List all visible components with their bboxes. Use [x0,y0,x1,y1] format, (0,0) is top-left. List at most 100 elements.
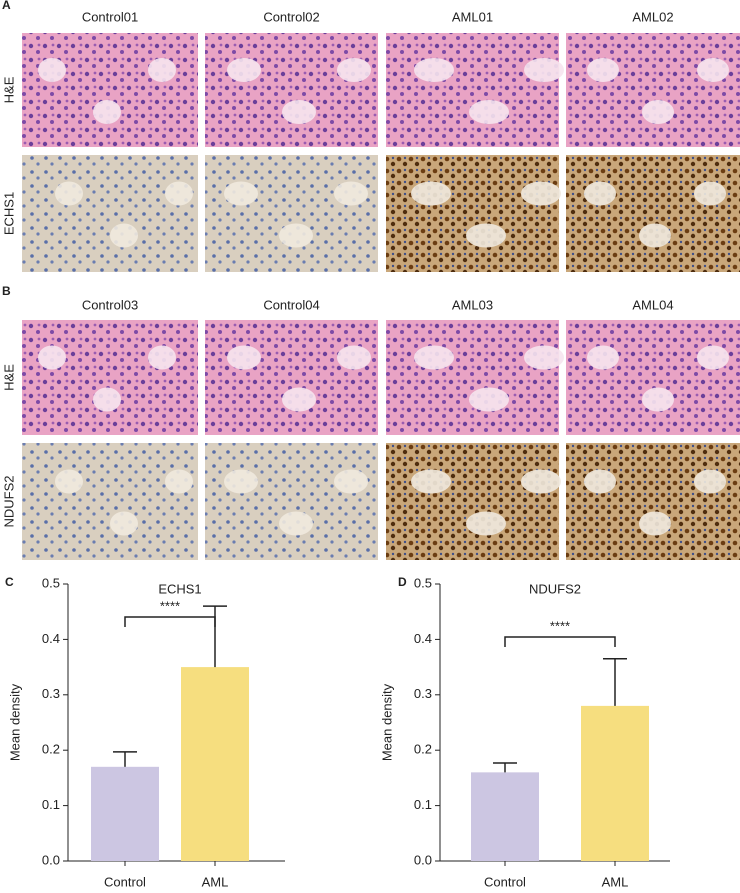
fat-vacuole [337,345,371,370]
bar [471,772,539,861]
y-tick-label: 0.1 [414,797,432,812]
panel-label: B [2,284,11,298]
fat-vacuole [227,345,261,370]
chart-title: ECHS1 [158,581,201,596]
fat-vacuole [337,58,371,82]
y-tick-label: 0.2 [42,742,60,757]
micrograph [566,320,740,435]
micrograph [566,443,740,560]
y-tick-label: 0.1 [42,797,60,812]
fat-vacuole [524,58,564,82]
fat-vacuole [584,469,616,494]
fat-vacuole [55,469,83,494]
fat-vacuole [414,345,454,370]
fat-vacuole [227,58,261,82]
y-axis-label: Mean density [379,683,394,761]
y-tick-label: 0.5 [42,575,60,590]
column-label: AML01 [452,9,493,24]
fat-vacuole [282,387,316,412]
micrograph [566,33,740,147]
fat-vacuole [587,345,619,370]
x-tick-label: Control [484,874,526,889]
fat-vacuole [38,345,66,370]
significance-label: **** [550,618,570,633]
fat-vacuole [469,387,509,412]
panel-label: D [398,575,407,589]
x-tick-label: Control [104,874,146,889]
row-label: H&E [1,76,16,103]
fat-vacuole [694,181,726,206]
column-label: AML04 [632,297,673,312]
fat-vacuole [334,469,368,494]
column-label: Control04 [263,297,319,312]
bar [181,667,249,861]
fat-vacuole [110,223,138,248]
fat-vacuole [93,100,121,124]
micrograph [566,155,740,272]
column-label: Control03 [82,297,138,312]
micrograph [22,320,198,435]
column-label: AML03 [452,297,493,312]
fat-vacuole [165,181,193,206]
fat-vacuole [279,223,313,248]
fat-vacuole [93,387,121,412]
fat-vacuole [411,181,451,206]
fat-vacuole [110,511,138,536]
y-tick-label: 0.3 [42,686,60,701]
fat-vacuole [38,58,66,82]
fat-vacuole [469,100,509,124]
column-label: Control02 [263,9,319,24]
fat-vacuole [521,469,561,494]
fat-vacuole [697,58,729,82]
micrograph [22,155,198,272]
fat-vacuole [224,469,258,494]
y-tick-label: 0.4 [414,631,432,646]
panel-label: A [2,0,11,12]
y-tick-label: 0.0 [414,852,432,867]
row-label: H&E [1,364,16,391]
micrograph [205,33,378,147]
micrograph [22,443,198,560]
fat-vacuole [148,345,176,370]
micrograph [205,320,378,435]
column-label: Control01 [82,9,138,24]
fat-vacuole [639,223,671,248]
fat-vacuole [642,100,674,124]
micrograph [22,33,198,147]
row-label: ECHS1 [1,192,16,235]
y-tick-label: 0.4 [42,631,60,646]
fat-vacuole [466,511,506,536]
y-tick-label: 0.2 [414,742,432,757]
fat-vacuole [414,58,454,82]
bar [581,705,649,861]
fat-vacuole [524,345,564,370]
fat-vacuole [334,181,368,206]
micrograph [205,155,378,272]
fat-vacuole [55,181,83,206]
micrograph [205,443,378,560]
x-tick-label: AML [602,874,629,889]
bar [91,766,159,861]
column-label: AML02 [632,9,673,24]
fat-vacuole [282,100,316,124]
fat-vacuole [584,181,616,206]
micrograph [386,33,559,147]
fat-vacuole [521,181,561,206]
fat-vacuole [639,511,671,536]
chart-title: NDUFS2 [529,581,581,596]
y-tick-label: 0.5 [414,575,432,590]
y-tick-label: 0.3 [414,686,432,701]
fat-vacuole [411,469,451,494]
fat-vacuole [587,58,619,82]
significance-bracket [504,636,616,647]
micrograph [386,155,559,272]
fat-vacuole [697,345,729,370]
fat-vacuole [165,469,193,494]
y-axis-label: Mean density [7,683,22,761]
micrograph [386,443,559,560]
significance-bracket [124,616,216,627]
fat-vacuole [466,223,506,248]
panel-label: C [5,575,14,589]
significance-label: **** [160,598,180,613]
